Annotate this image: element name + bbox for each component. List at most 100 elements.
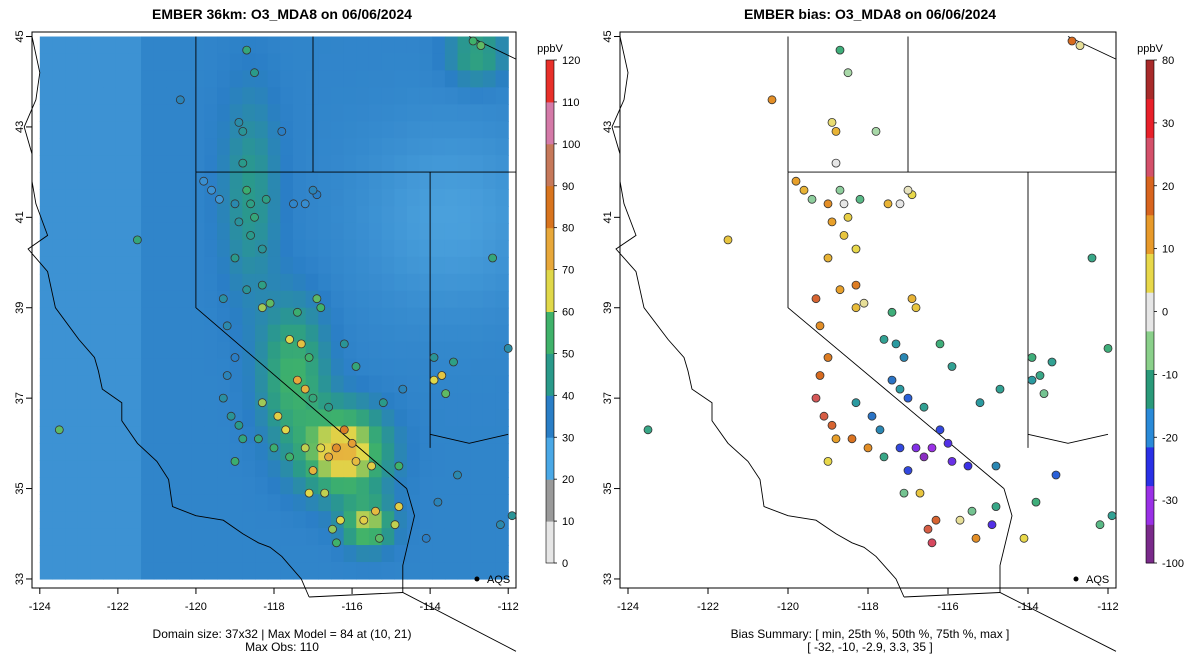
site-marker xyxy=(230,353,240,362)
site-marker xyxy=(1067,36,1077,46)
site-marker xyxy=(867,411,877,421)
colorbar-swatch xyxy=(1146,214,1154,254)
site-marker xyxy=(831,434,841,444)
site-marker xyxy=(843,68,853,78)
colorbar-swatch xyxy=(1146,524,1154,564)
site-marker xyxy=(1047,357,1057,367)
lat-tick-label: 39 xyxy=(14,302,26,314)
site-marker xyxy=(495,520,505,530)
site-marker xyxy=(1039,389,1049,399)
site-marker xyxy=(238,158,248,168)
site-marker xyxy=(335,515,345,525)
site-marker xyxy=(394,502,404,512)
site-marker xyxy=(433,497,443,507)
site-marker xyxy=(835,45,845,55)
site-marker xyxy=(222,371,232,380)
site-marker xyxy=(300,384,310,394)
site-marker xyxy=(292,307,302,317)
colorbar-swatch xyxy=(1146,446,1154,487)
lon-tick-label: -120 xyxy=(777,601,799,613)
site-marker xyxy=(819,411,829,421)
lat-tick-label: 33 xyxy=(602,573,614,585)
site-marker xyxy=(879,452,889,462)
lon-tick-label: -114 xyxy=(1017,601,1038,613)
site-marker xyxy=(807,194,817,204)
site-marker xyxy=(398,384,408,394)
site-marker xyxy=(799,185,809,195)
colorbar-swatch xyxy=(546,521,554,564)
colorbar-swatch xyxy=(1146,369,1154,409)
site-marker xyxy=(851,303,861,313)
site-marker xyxy=(218,393,228,403)
site-marker xyxy=(767,95,777,105)
site-marker xyxy=(289,199,298,209)
colorbar-swatch xyxy=(546,269,554,312)
site-marker xyxy=(1031,497,1041,507)
site-marker xyxy=(253,434,263,444)
colorbar-swatch xyxy=(1146,176,1154,216)
site-marker xyxy=(847,434,857,444)
aqs-marker xyxy=(1073,576,1079,582)
site-marker xyxy=(1035,371,1045,380)
site-marker xyxy=(859,298,869,308)
site-marker xyxy=(273,411,283,421)
colorbar-swatch xyxy=(1146,137,1154,177)
site-marker xyxy=(907,294,917,304)
colorbar-swatch xyxy=(546,311,554,354)
site-marker xyxy=(987,520,997,530)
site-marker xyxy=(915,488,925,498)
site-marker xyxy=(308,466,318,475)
site-marker xyxy=(367,461,377,471)
site-marker xyxy=(943,438,953,448)
site-marker xyxy=(324,452,334,462)
site-marker xyxy=(1103,343,1113,353)
site-marker xyxy=(931,515,941,525)
lon-tick-label: -112 xyxy=(498,601,519,613)
site-marker xyxy=(351,456,361,466)
site-marker xyxy=(257,398,267,408)
site-marker xyxy=(281,425,291,435)
site-marker xyxy=(903,185,913,195)
lon-tick-label: -122 xyxy=(697,601,719,613)
site-marker xyxy=(453,470,462,480)
lon-tick-label: -116 xyxy=(341,601,362,613)
site-marker xyxy=(815,321,825,331)
site-marker xyxy=(378,398,388,408)
max-obs: Max Obs: 110 xyxy=(245,640,319,654)
site-marker xyxy=(316,303,326,313)
lon-tick-label: -118 xyxy=(263,601,284,613)
site-marker xyxy=(883,199,893,209)
colorbar-swatch xyxy=(546,143,554,187)
site-marker xyxy=(839,230,849,240)
site-marker xyxy=(437,371,447,380)
site-marker xyxy=(835,185,845,195)
site-marker xyxy=(1051,470,1061,480)
site-marker xyxy=(503,343,513,353)
lat-tick-label: 45 xyxy=(14,30,26,42)
lat-tick-label: 33 xyxy=(14,573,26,585)
site-marker xyxy=(246,230,256,240)
site-marker xyxy=(507,511,517,521)
site-marker xyxy=(324,402,334,412)
lat-tick-label: 41 xyxy=(14,211,26,223)
site-marker xyxy=(390,520,400,530)
site-marker xyxy=(871,126,881,136)
site-marker xyxy=(257,303,267,313)
site-marker xyxy=(234,118,244,127)
colorbar-tick-label: 20 xyxy=(1162,181,1174,193)
colorbar-tick-label: 90 xyxy=(562,181,574,193)
site-marker xyxy=(855,194,865,204)
site-marker xyxy=(911,303,921,313)
colorbar-unit: ppbV xyxy=(1137,43,1163,55)
site-marker xyxy=(468,36,478,46)
colorbar-tick-label: -30 xyxy=(1162,495,1178,507)
site-marker xyxy=(643,425,653,435)
site-marker xyxy=(304,488,314,498)
right-boundaries xyxy=(611,36,1117,652)
site-marker xyxy=(887,307,897,317)
lat-tick-label: 45 xyxy=(602,30,614,42)
lat-tick-label: 35 xyxy=(602,482,614,494)
site-marker xyxy=(1095,520,1105,530)
